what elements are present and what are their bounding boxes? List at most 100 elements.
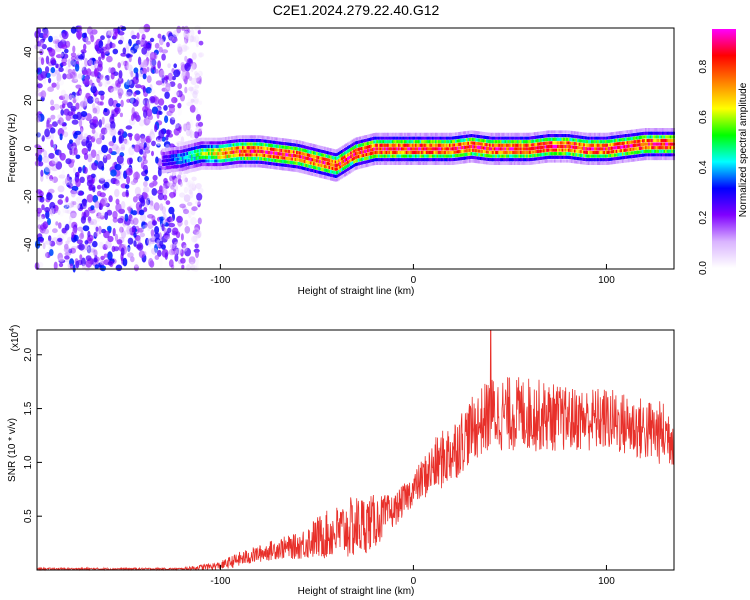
heatmap-cell [350, 147, 353, 151]
heatmap-cell [74, 75, 78, 82]
heatmap-cell [478, 149, 481, 153]
heatmap-cell [297, 143, 300, 148]
heatmap-cell [289, 164, 292, 168]
heatmap-cell [535, 139, 538, 143]
heatmap-cell [342, 159, 345, 163]
heatmap-cell [634, 136, 637, 140]
heatmap-cell [170, 158, 174, 162]
heatmap-cell [385, 143, 388, 147]
heatmap-cell [194, 72, 201, 82]
heatmap-cell [164, 159, 167, 163]
heatmap-cell [121, 230, 126, 239]
heatmap-cell [479, 153, 482, 157]
heatmap-cell [391, 132, 394, 136]
heatmap-cell [268, 140, 271, 144]
heatmap-cell [191, 235, 198, 243]
heatmap-cell [614, 149, 617, 154]
heatmap-cell [70, 210, 77, 219]
heatmap-cell [604, 150, 608, 155]
heatmap-cell [198, 141, 201, 145]
heatmap-cell [512, 132, 515, 136]
heatmap-cell [228, 158, 231, 162]
heatmap-cell [379, 150, 382, 155]
heatmap-cell [313, 144, 316, 148]
heatmap-cell [286, 149, 289, 153]
heatmap-cell [536, 157, 540, 161]
heatmap-cell [110, 88, 117, 94]
heatmap-cell [492, 161, 495, 165]
colorbar-ticks: 0.00.20.40.60.8 [698, 59, 709, 275]
x-tick-label: 0 [411, 576, 417, 587]
heatmap-cell [192, 27, 199, 34]
heatmap-cell [245, 142, 248, 146]
heatmap-cell [595, 147, 598, 151]
heatmap-cell [333, 152, 336, 156]
heatmap-cell [92, 107, 98, 114]
heatmap-cell [510, 147, 513, 151]
heatmap-cell [88, 59, 94, 65]
heatmap-cell [547, 152, 550, 156]
heatmap-cell [150, 235, 156, 240]
heatmap-cell [334, 174, 337, 178]
heatmap-cell [242, 138, 245, 143]
heatmap-cell [255, 138, 259, 143]
heatmap-cell [604, 140, 608, 144]
heatmap-cell [169, 117, 176, 125]
heatmap-cell [345, 143, 348, 147]
heatmap-cell [168, 35, 174, 40]
heatmap-cell [347, 156, 350, 161]
heatmap-cell [126, 98, 131, 103]
heatmap-cell [643, 135, 646, 139]
heatmap-cell [529, 161, 532, 165]
heatmap-cell [624, 137, 628, 141]
heatmap-cell [299, 151, 302, 155]
heatmap-cell [345, 147, 348, 151]
heatmap-cell [368, 134, 371, 138]
heatmap-cell [362, 153, 365, 157]
heatmap-cell [438, 143, 441, 147]
heatmap-cell [632, 143, 635, 148]
heatmap-cell [393, 147, 396, 151]
heatmap-cell [518, 143, 521, 147]
heatmap-cell [94, 207, 100, 213]
heatmap-cell [86, 134, 92, 141]
heatmap-cell [198, 138, 201, 142]
heatmap-cell [305, 160, 308, 164]
heatmap-cell [447, 154, 450, 158]
heatmap-cell [402, 161, 405, 165]
heatmap-cell [356, 155, 359, 159]
heatmap-cell [323, 172, 326, 176]
heatmap-cell [561, 155, 564, 159]
heatmap-cell [540, 138, 543, 142]
heatmap-cell [280, 167, 283, 171]
heatmap-cell [428, 161, 431, 165]
heatmap-cell [80, 257, 86, 267]
heatmap-cell [183, 145, 186, 149]
heatmap-cell [543, 145, 546, 149]
heatmap-cell [394, 136, 398, 140]
heatmap-cell [326, 162, 330, 166]
heatmap-cell [589, 132, 592, 136]
heatmap-cell [170, 151, 174, 155]
heatmap-cell [200, 159, 203, 163]
heatmap-cell [634, 151, 637, 155]
heatmap-cell [490, 161, 493, 165]
heatmap-cell [546, 137, 549, 142]
heatmap-cell [408, 161, 411, 165]
heatmap-cell [575, 146, 578, 150]
heatmap-cell [467, 152, 470, 156]
heatmap-cell [70, 55, 77, 61]
heatmap-cell [604, 154, 608, 158]
heatmap-cell [206, 166, 209, 170]
heatmap-cell [411, 147, 414, 151]
heatmap-cell [300, 141, 303, 145]
heatmap-cell [167, 147, 170, 151]
heatmap-cell [572, 156, 575, 160]
heatmap-cell [345, 157, 348, 162]
heatmap-cell [618, 142, 621, 146]
heatmap-cell [302, 148, 305, 152]
heatmap-cell [87, 246, 93, 255]
heatmap-cell [192, 150, 195, 154]
heatmap-cell [294, 165, 297, 169]
